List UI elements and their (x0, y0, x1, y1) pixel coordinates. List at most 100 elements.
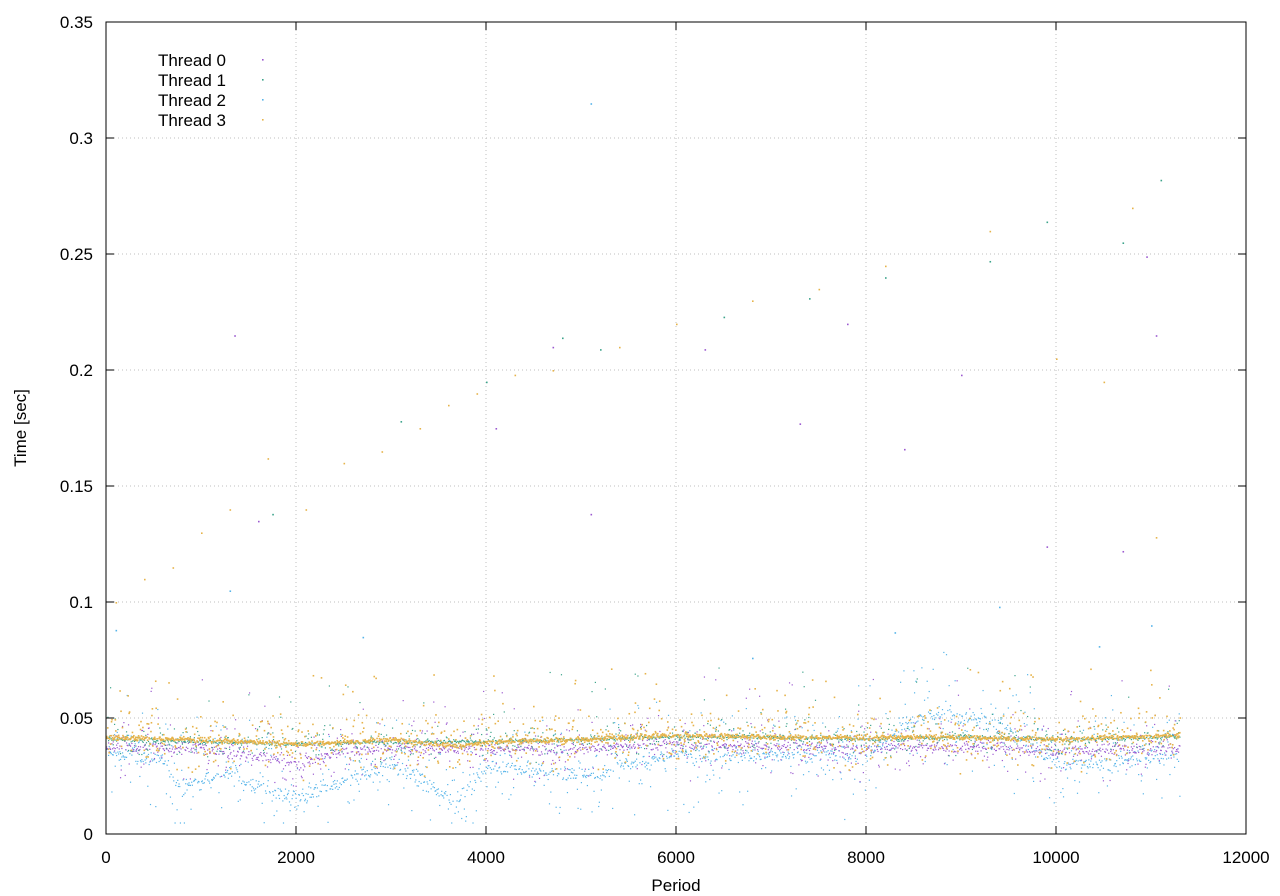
data-point (1025, 749, 1027, 751)
data-point (129, 744, 131, 746)
data-point (111, 754, 114, 756)
data-point (151, 738, 154, 741)
data-point (360, 748, 362, 751)
data-point (187, 783, 189, 785)
data-point (863, 731, 865, 733)
data-point (909, 736, 911, 739)
data-point (257, 756, 259, 758)
data-point (548, 749, 551, 751)
data-point (182, 779, 184, 781)
data-point (907, 722, 910, 724)
data-point (199, 789, 201, 791)
data-point (913, 746, 915, 748)
data-point (850, 762, 852, 764)
data-point (169, 747, 171, 750)
data-point (171, 803, 174, 805)
data-point (814, 746, 817, 748)
data-point (577, 709, 579, 711)
data-point (925, 744, 927, 746)
data-point (737, 741, 739, 743)
data-point (583, 774, 585, 776)
data-point (729, 728, 731, 731)
data-point (207, 771, 209, 774)
data-point (833, 751, 835, 754)
data-point (1086, 766, 1089, 768)
data-point (271, 800, 273, 802)
data-point (322, 760, 324, 763)
data-point (266, 752, 268, 754)
data-point (1146, 725, 1148, 727)
data-point (906, 723, 908, 725)
data-point (905, 721, 907, 724)
data-point (277, 787, 279, 790)
data-point (130, 749, 133, 752)
series-thread-2 (106, 103, 1181, 824)
data-point (208, 780, 210, 782)
data-point (1058, 766, 1061, 768)
data-point (745, 752, 747, 754)
data-point (558, 759, 561, 761)
data-point (284, 778, 286, 780)
outlier-point (1046, 221, 1049, 224)
data-point (586, 749, 588, 751)
data-point (207, 756, 209, 758)
data-point (866, 755, 868, 757)
data-point (845, 746, 847, 748)
data-point (133, 734, 135, 737)
data-point (167, 760, 170, 762)
data-point (753, 756, 755, 758)
data-point (185, 746, 187, 748)
data-point (492, 739, 494, 741)
data-point (525, 741, 527, 743)
data-point (872, 678, 874, 681)
data-point (968, 748, 970, 750)
data-point (356, 780, 358, 782)
data-point (754, 740, 756, 742)
data-point (139, 746, 142, 748)
data-point (1025, 771, 1027, 773)
data-point (520, 771, 522, 774)
data-point (219, 750, 221, 752)
data-point (369, 776, 371, 778)
data-point (109, 687, 112, 689)
data-point (647, 762, 649, 764)
data-point (215, 775, 217, 777)
outlier-point (999, 606, 1001, 609)
data-point (605, 749, 607, 751)
data-point (195, 779, 197, 781)
data-point (1150, 748, 1152, 750)
data-point (671, 750, 674, 752)
data-point (691, 735, 694, 737)
data-point (318, 795, 320, 797)
data-point (542, 761, 545, 763)
data-point (248, 694, 250, 696)
data-point (419, 746, 422, 748)
data-point (671, 742, 674, 744)
data-point (1074, 779, 1076, 782)
data-point (1009, 753, 1011, 755)
data-point (408, 735, 410, 737)
data-point (483, 740, 485, 742)
data-point (805, 749, 807, 752)
data-point (493, 768, 495, 770)
data-point (839, 771, 841, 773)
data-point (516, 744, 519, 746)
data-point (1012, 695, 1014, 697)
data-point (1020, 747, 1022, 749)
data-point (288, 801, 291, 803)
data-point (470, 745, 472, 747)
data-point (229, 746, 231, 748)
data-point (628, 739, 630, 742)
data-point (305, 735, 307, 737)
data-point (808, 770, 810, 773)
data-point (811, 734, 813, 736)
data-point (127, 695, 129, 697)
data-point (552, 774, 555, 776)
data-point (248, 692, 251, 694)
data-point (564, 761, 567, 763)
data-point (607, 739, 609, 741)
data-point (1051, 754, 1053, 756)
data-point (1054, 743, 1056, 745)
data-point (146, 755, 148, 757)
data-point (840, 745, 842, 747)
